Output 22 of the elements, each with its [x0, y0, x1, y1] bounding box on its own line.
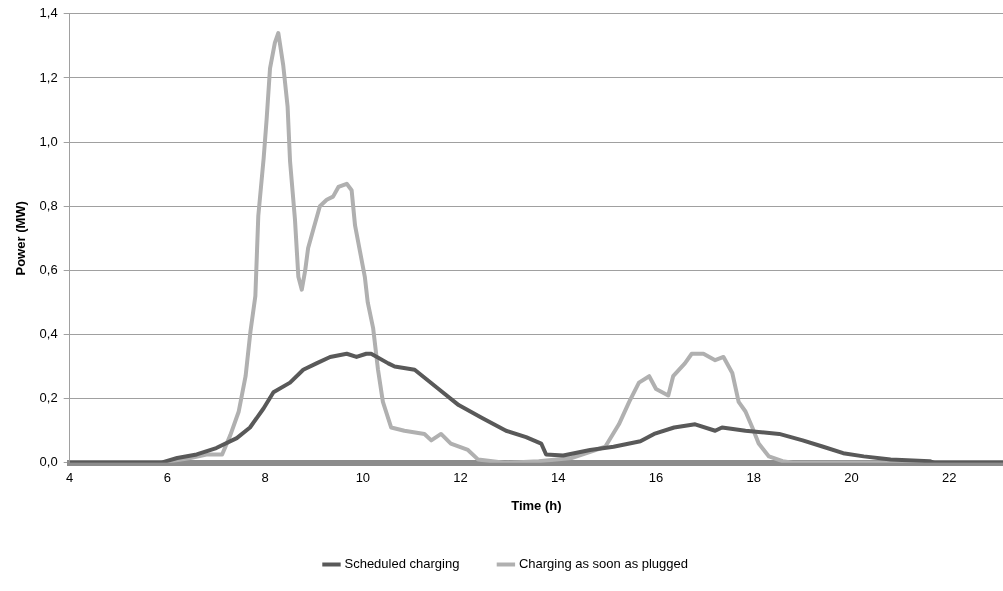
y-tick-label: 0,0 [39, 454, 58, 470]
y-tick-label: 0,8 [39, 197, 58, 213]
x-tick-label: 8 [261, 470, 269, 486]
x-tick-label: 6 [163, 470, 172, 486]
x-tick-label: 4 [66, 470, 74, 486]
y-tick-label: 0,4 [39, 326, 58, 342]
y-tick-label: 1,0 [39, 133, 58, 149]
x-tick-label: 20 [844, 470, 859, 486]
x-tick-label: 10 [355, 470, 371, 486]
y-tick-label: 1,2 [39, 69, 58, 85]
x-tick-label: 22 [942, 470, 957, 486]
x-axis-title: Time (h) [511, 497, 562, 513]
y-tick-label: 0,6 [39, 261, 58, 277]
legend-label: Scheduled charging [344, 556, 460, 572]
y-tick-label: 1,4 [39, 5, 58, 21]
y-tick-label: 0,2 [39, 390, 58, 406]
x-tick-label: 14 [551, 470, 566, 486]
legend-label: Charging as soon as plugged [518, 556, 689, 572]
y-axis-title: Power (MW) [13, 201, 29, 276]
x-tick-label: 12 [453, 470, 468, 486]
x-tick-label: 16 [648, 470, 664, 486]
x-tick-label: 18 [746, 470, 762, 486]
